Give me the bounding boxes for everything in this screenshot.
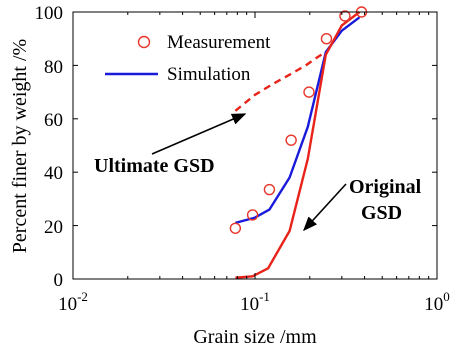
- x-tick-label-0: 10-2: [58, 289, 88, 315]
- legend-measurement-label: Measurement: [167, 32, 271, 53]
- annotation-ultimate-arrow: [151, 113, 247, 155]
- legend-measurement-marker: [137, 35, 151, 49]
- annotation-original-line1: Original: [349, 176, 422, 198]
- annotation-original-arrow: [303, 183, 347, 232]
- y-tick-label-60: 60: [44, 110, 63, 131]
- y-axis-label: Percent finer by weight /%: [9, 39, 31, 253]
- y-tick-label-40: 40: [44, 163, 63, 184]
- y-tick-label-100: 100: [35, 3, 64, 24]
- legend: Measurement Simulation: [105, 32, 271, 85]
- annotation-original-line2: GSD: [361, 202, 402, 224]
- x-tick-label-2: 100: [424, 289, 450, 315]
- x-axis-label: Grain size /mm: [193, 326, 317, 348]
- measurement-point-6: [339, 10, 351, 22]
- measurement-point-5: [320, 33, 333, 45]
- measurement-point-1: [246, 209, 259, 221]
- ticks-layer: [72, 11, 438, 280]
- measurement-point-3: [285, 134, 297, 146]
- measurement-point-4: [303, 86, 315, 98]
- y-tick-label-80: 80: [44, 57, 63, 78]
- x-tick-label-1: 10-1: [240, 289, 270, 315]
- legend-simulation-label: Simulation: [167, 64, 251, 85]
- y-tick-label-20: 20: [44, 217, 63, 238]
- measurement-point-2: [263, 183, 276, 196]
- ultimate-gsd-line: [234, 51, 327, 112]
- y-tick-label-0: 0: [54, 270, 64, 291]
- measurement-point-0: [229, 222, 242, 234]
- annotation-ultimate-gsd: Ultimate GSD: [94, 155, 215, 177]
